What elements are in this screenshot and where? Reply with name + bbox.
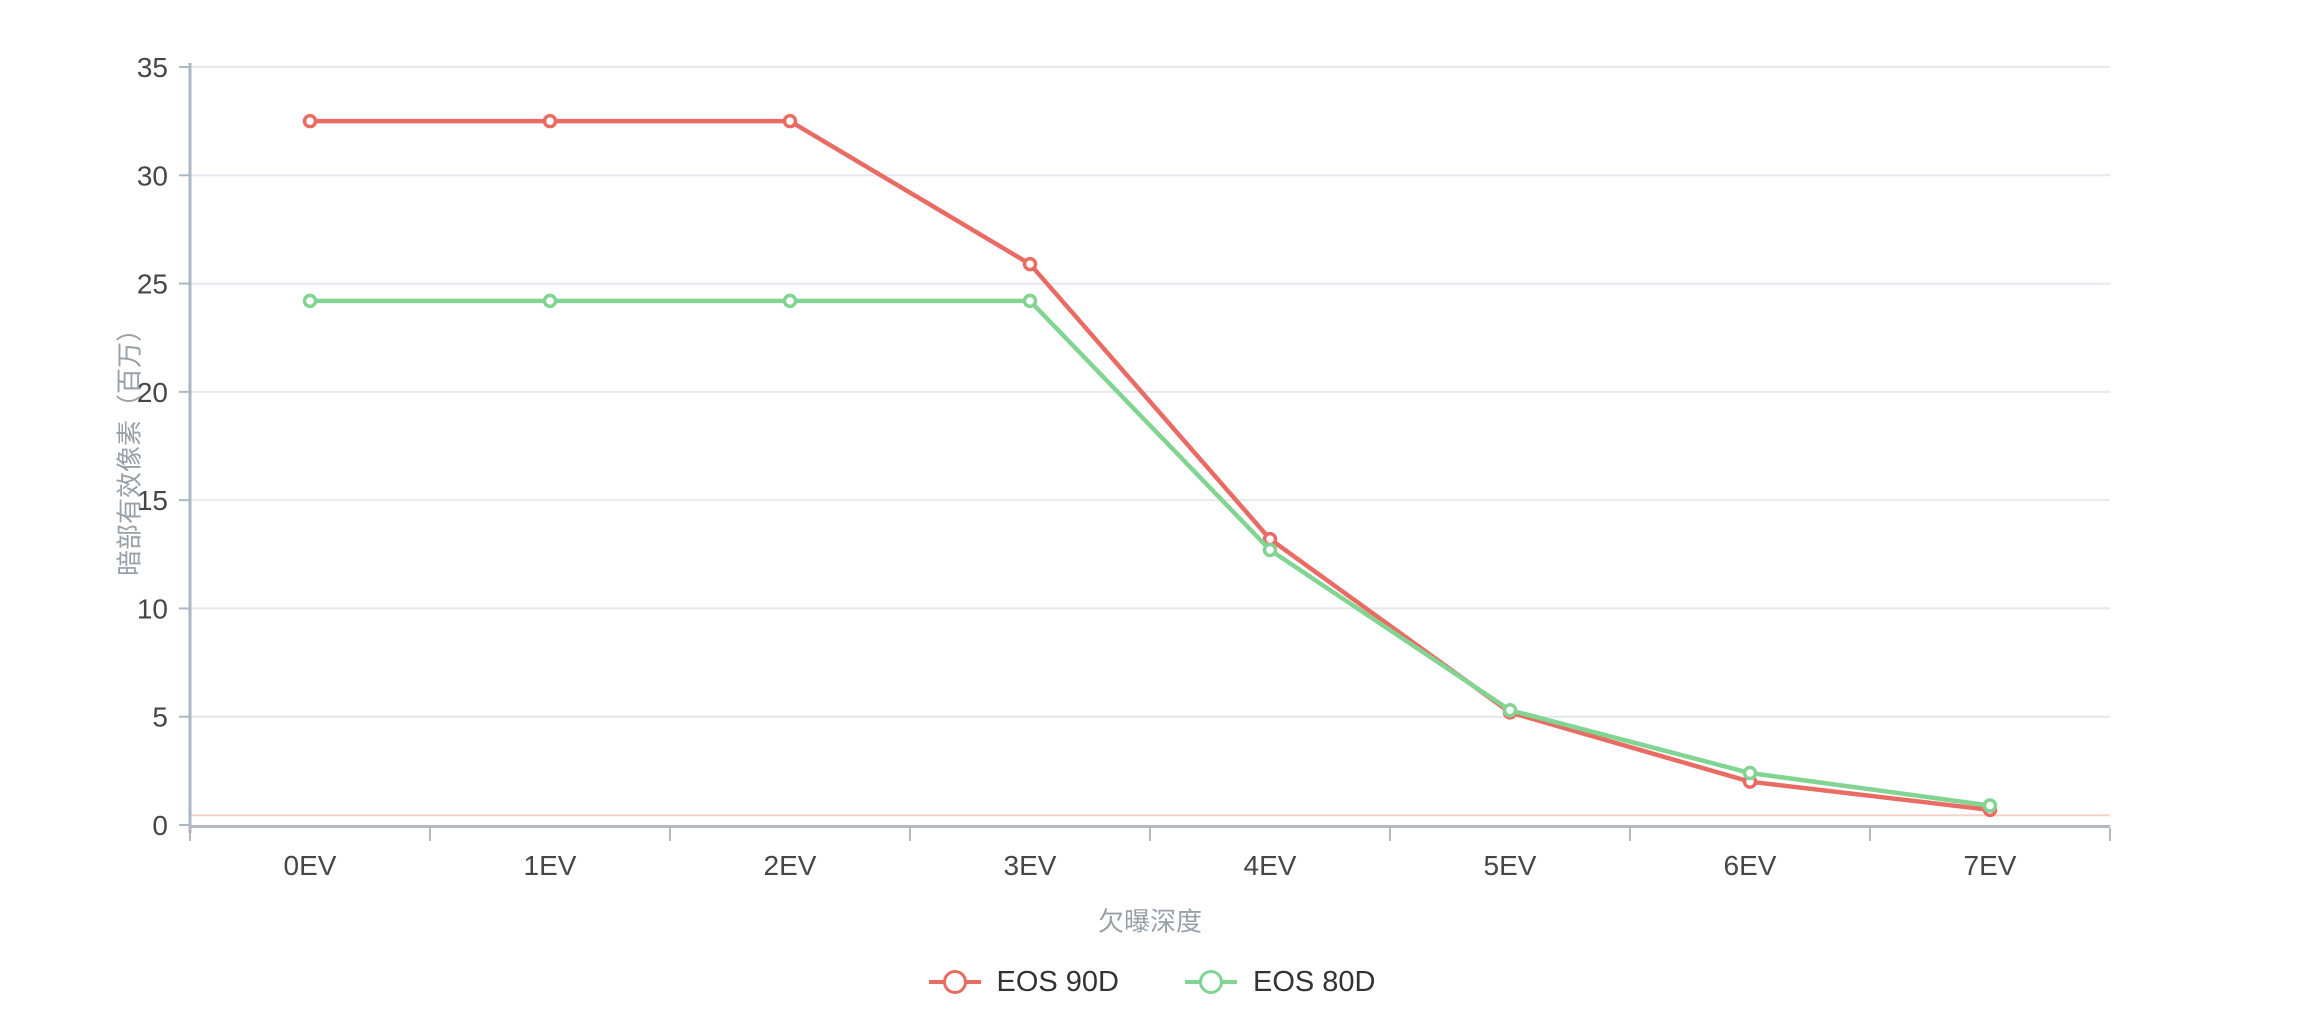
- legend: EOS 90D EOS 80D: [0, 966, 2302, 998]
- data-point-eos-80d: [302, 293, 318, 309]
- legend-item-eos-80d[interactable]: EOS 80D: [1183, 966, 1376, 998]
- data-point-eos-80d: [542, 293, 558, 309]
- x-tick-label: 4EV: [1244, 850, 1297, 881]
- data-point-eos-80d: [1262, 542, 1278, 558]
- data-point-eos-90d: [542, 113, 558, 129]
- x-axis-title: 欠曝深度: [1097, 906, 1203, 937]
- line-series-marker-icon: [928, 970, 981, 994]
- x-tick-label: 1EV: [524, 850, 577, 881]
- legend-label: EOS 90D: [996, 966, 1120, 998]
- y-tick-label: 10: [137, 593, 168, 624]
- y-tick-label: 35: [137, 52, 168, 83]
- data-point-eos-80d: [1502, 702, 1518, 718]
- data-point-eos-80d: [1022, 293, 1038, 309]
- data-point-eos-80d: [1982, 798, 1998, 813]
- x-tick-label: 7EV: [1964, 850, 2017, 881]
- line-series-marker-icon: [1185, 970, 1237, 994]
- y-tick-label: 5: [152, 702, 168, 733]
- legend-label: EOS 80D: [1253, 966, 1376, 998]
- x-tick-label: 6EV: [1724, 850, 1777, 881]
- legend-item-eos-90d[interactable]: EOS 90D: [927, 966, 1120, 998]
- data-point-eos-80d: [782, 293, 798, 309]
- y-tick-label: 15: [137, 485, 168, 516]
- y-tick-label: 30: [137, 160, 168, 191]
- data-point-eos-80d: [1742, 765, 1758, 781]
- x-tick-label: 3EV: [1004, 850, 1057, 881]
- y-tick-label: 0: [152, 810, 168, 841]
- series-line-eos-80d: [307, 298, 1993, 808]
- data-point-eos-90d: [1022, 256, 1038, 272]
- y-tick-label: 25: [137, 269, 168, 300]
- x-tick-label: 2EV: [764, 850, 817, 881]
- x-tick-label: 5EV: [1484, 850, 1537, 881]
- series-line-eos-90d: [307, 118, 1993, 813]
- y-tick-label: 20: [137, 377, 168, 408]
- x-tick-label: 0EV: [284, 850, 337, 881]
- y-axis-title: 暗部有效像素（百万）: [114, 315, 145, 577]
- data-point-eos-90d: [302, 113, 318, 129]
- data-point-eos-90d: [782, 113, 798, 129]
